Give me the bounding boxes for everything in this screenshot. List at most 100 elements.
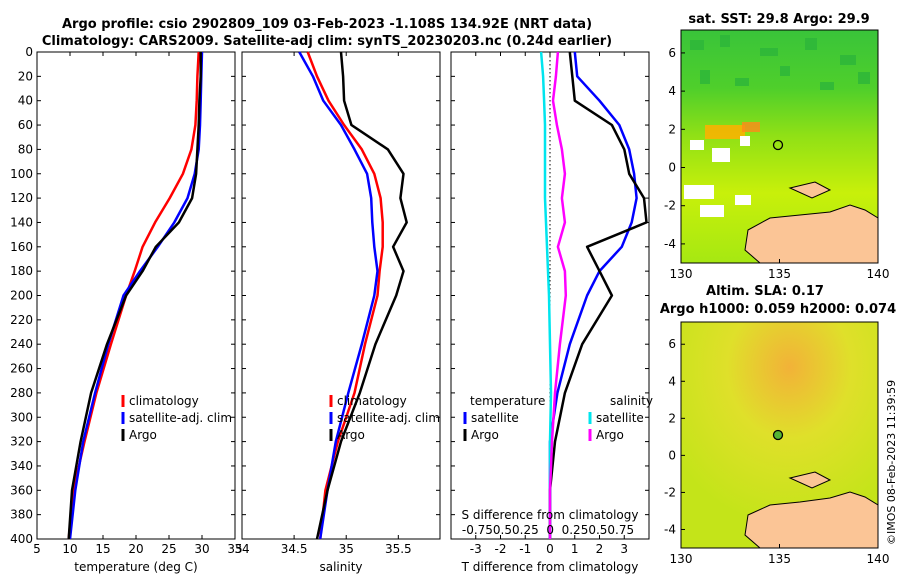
depth-tick-label: 340 — [10, 459, 33, 473]
depth-tick-label: 360 — [10, 483, 33, 497]
sla-map: Altim. SLA: 0.17 Argo h1000: 0.059 h2000… — [660, 284, 896, 566]
lat-tick-label: 2 — [668, 411, 676, 425]
series-line-t-satellite — [548, 51, 638, 539]
x-tick-label: -3 — [470, 542, 482, 556]
x-tick-label: 3 — [620, 542, 628, 556]
sst-warm-patch — [705, 122, 760, 139]
x-tick-label: 1 — [571, 542, 579, 556]
sst-lat-axis: 6 4 2 0 -2 -4 — [664, 46, 685, 251]
difference-series — [539, 51, 648, 539]
difference-y-ticks — [451, 51, 649, 540]
salinity-legend: climatology satellite-adj. clim Argo — [329, 394, 440, 442]
series-line-argo — [67, 52, 202, 540]
depth-tick-label: 60 — [18, 118, 33, 132]
legend-salinity-title: salinity — [610, 394, 653, 408]
x-tick-label: 30 — [194, 542, 209, 556]
depth-tick-label: 200 — [10, 289, 33, 303]
figure-title-line1: Argo profile: csio 2902809_109 03-Feb-20… — [62, 17, 592, 32]
series-line-satellite-adj-clim — [68, 51, 204, 540]
depth-tick-label: 120 — [10, 191, 33, 205]
sla-lon-axis: 130 135 140 — [670, 544, 890, 566]
lon-tick-label: 130 — [670, 267, 693, 281]
depth-tick-label: 380 — [10, 508, 33, 522]
temperature-x-axis: 5 10 15 20 25 30 35 — [33, 52, 243, 556]
depth-tick-label: 20 — [18, 69, 33, 83]
series-line-t-argo — [548, 51, 648, 539]
argo-location-marker — [772, 139, 784, 151]
legend-s-satellite: satellite — [596, 411, 644, 425]
sst-map-title: sat. SST: 29.8 Argo: 29.9 — [688, 12, 869, 27]
x-tick-label: 20 — [128, 542, 143, 556]
depth-tick-label: 240 — [10, 337, 33, 351]
difference-x-axis: -3 -2 -1 0 1 2 3 — [470, 52, 628, 556]
lat-tick-label: 0 — [668, 161, 676, 175]
sst-map: sat. SST: 29.8 Argo: 29.9 130 135 140 — [664, 12, 889, 281]
lat-tick-label: 2 — [668, 122, 676, 136]
depth-tick-label: 280 — [10, 386, 33, 400]
depth-tick-label: 80 — [18, 142, 33, 156]
x-tick-label: 35.5 — [385, 542, 412, 556]
legend-s-argo: Argo — [596, 428, 624, 442]
depth-tick-label: 220 — [10, 313, 33, 327]
depth-tick-label: 140 — [10, 215, 33, 229]
lat-tick-label: 4 — [668, 84, 676, 98]
temperature-xlabel: temperature (deg C) — [74, 560, 197, 574]
salinity-xlabel: salinity — [319, 560, 362, 574]
legend-climatology: climatology — [129, 394, 199, 408]
legend-argo: Argo — [337, 428, 365, 442]
figure-title-line2: Climatology: CARS2009. Satellite-adj cli… — [42, 34, 612, 49]
temperature-legend: climatology satellite-adj. clim Argo — [121, 394, 232, 442]
legend-climatology: climatology — [337, 394, 407, 408]
series-line-s-satellite — [539, 51, 553, 539]
lat-tick-label: -2 — [664, 485, 676, 499]
sst-lon-axis: 130 135 140 — [670, 259, 890, 281]
depth-tick-label: 260 — [10, 362, 33, 376]
timestamp: ©IMOS 08-Feb-2023 11:39:59 — [885, 380, 898, 545]
lon-tick-label: 135 — [768, 552, 791, 566]
depth-tick-label: 40 — [18, 94, 33, 108]
island-sla — [788, 471, 832, 489]
series-line-s-argo — [548, 51, 568, 539]
sst-speckle — [690, 35, 870, 90]
series-line-climatology — [306, 51, 384, 540]
legend-satellite-adj: satellite-adj. clim — [337, 411, 440, 425]
x-tick-label: 15 — [95, 542, 110, 556]
x-tick-label: 34 — [234, 542, 249, 556]
series-line-argo — [315, 51, 408, 540]
legend-satellite-adj: satellite-adj. clim — [129, 411, 232, 425]
lon-tick-label: 135 — [768, 267, 791, 281]
series-line-climatology — [67, 51, 200, 540]
s-difference-label: S difference from climatology — [462, 508, 639, 522]
x-tick-label: 5 — [33, 542, 41, 556]
series-line-satellite-adj-clim — [298, 51, 379, 540]
lon-tick-label: 140 — [867, 552, 890, 566]
temperature-panel: 0 20 40 60 80 100 120 140 160 180 200 220 240 260 280 3… — [10, 45, 243, 574]
new-guinea-land-sst — [744, 204, 878, 263]
lat-tick-label: -4 — [664, 522, 676, 536]
lat-tick-label: 6 — [668, 337, 676, 351]
difference-xlabel: T difference from climatology — [461, 560, 639, 574]
legend-t-satellite: satellite — [471, 411, 519, 425]
salinity-y-ticks — [242, 51, 440, 540]
legend-temperature-title: temperature — [470, 394, 545, 408]
sla-map-title-line1: Altim. SLA: 0.17 — [706, 284, 824, 299]
lat-tick-label: -4 — [664, 237, 676, 251]
temperature-axes-frame — [36, 51, 236, 540]
sla-map-title-line2: Argo h1000: 0.059 h2000: 0.074 — [660, 302, 896, 317]
depth-tick-label: 300 — [10, 410, 33, 424]
x-tick-label: -2 — [495, 542, 507, 556]
legend-t-argo: Argo — [471, 428, 499, 442]
depth-tick-label: 180 — [10, 264, 33, 278]
island-sst — [788, 181, 832, 199]
difference-legend: temperature salinity satellite Argo sate… — [463, 394, 653, 442]
x-tick-label: 25 — [161, 542, 176, 556]
x-tick-label: 0 — [546, 542, 554, 556]
salinity-x-axis: 34 34.5 35 35.5 — [234, 52, 412, 556]
lon-tick-label: 130 — [670, 552, 693, 566]
lat-tick-label: 0 — [668, 448, 676, 462]
salinity-series — [298, 51, 408, 540]
lon-tick-label: 140 — [867, 267, 890, 281]
x-tick-label: 34.5 — [281, 542, 308, 556]
depth-tick-label: 0 — [25, 45, 33, 59]
